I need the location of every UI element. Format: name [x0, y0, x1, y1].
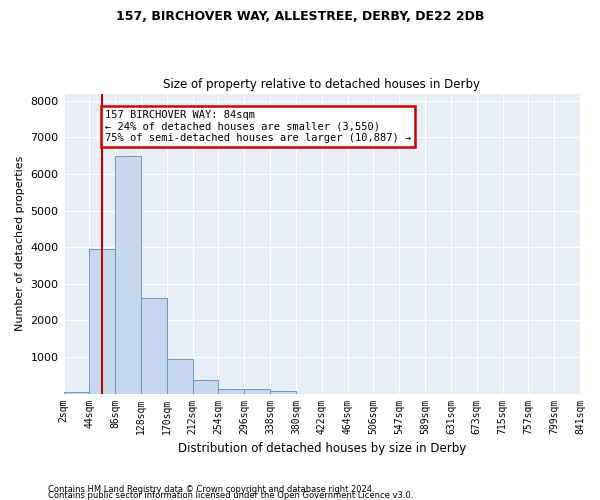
Text: Contains public sector information licensed under the Open Government Licence v3: Contains public sector information licen… [48, 490, 413, 500]
Bar [115, 156, 141, 394]
Title: Size of property relative to detached houses in Derby: Size of property relative to detached ho… [163, 78, 480, 91]
Bar [270, 392, 296, 394]
Bar [64, 392, 89, 394]
Y-axis label: Number of detached properties: Number of detached properties [15, 156, 25, 331]
Bar [167, 359, 193, 394]
Bar [193, 380, 218, 394]
Bar [141, 298, 167, 394]
X-axis label: Distribution of detached houses by size in Derby: Distribution of detached houses by size … [178, 442, 466, 455]
Bar [89, 249, 115, 394]
Bar [244, 389, 270, 394]
Text: 157 BIRCHOVER WAY: 84sqm
← 24% of detached houses are smaller (3,550)
75% of sem: 157 BIRCHOVER WAY: 84sqm ← 24% of detach… [105, 110, 411, 143]
Text: 157, BIRCHOVER WAY, ALLESTREE, DERBY, DE22 2DB: 157, BIRCHOVER WAY, ALLESTREE, DERBY, DE… [116, 10, 484, 23]
Text: Contains HM Land Registry data © Crown copyright and database right 2024.: Contains HM Land Registry data © Crown c… [48, 484, 374, 494]
Bar [218, 389, 244, 394]
